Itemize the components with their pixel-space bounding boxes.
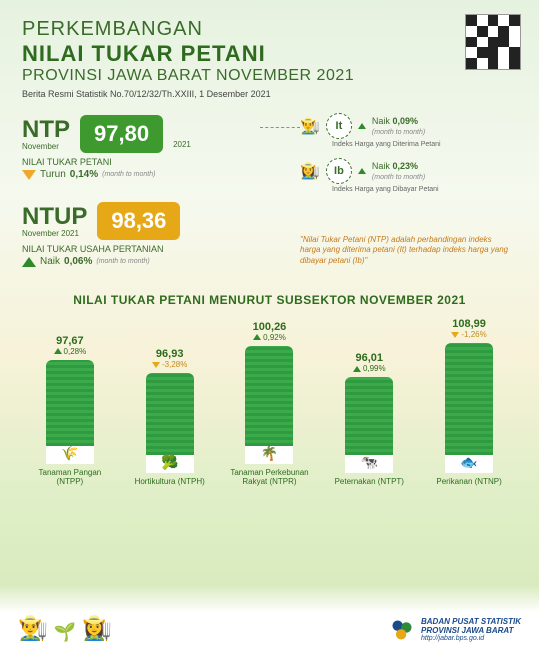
bar-value: 100,26 (253, 321, 287, 333)
it-change-label: Naik (372, 116, 390, 126)
bar-change: 0,92% (253, 333, 286, 342)
bar-value: 108,99 (452, 318, 486, 330)
ntup-value-badge: 98,36 (97, 202, 180, 240)
bar-item: 100,260,92% 🌴 Tanaman Perkebunan Rakyat (N… (229, 321, 309, 487)
title-line2: NILAI TUKAR PETANI (22, 41, 519, 67)
bar-label: Hortikultura (NTPH) (135, 477, 205, 487)
ib-change-label: Naik (372, 161, 390, 171)
definition-quote: "Nilai Tukar Petani (NTP) adalah perband… (300, 235, 510, 266)
it-symbol: It (326, 113, 352, 139)
ntup-change-value: 0,06% (64, 256, 92, 267)
subtitle: Berita Resmi Statistik No.70/12/32/Th.XX… (22, 89, 519, 99)
up-triangle-icon (358, 123, 366, 129)
ntp-year: 2021 (173, 140, 191, 153)
bar-change: -1,26% (451, 330, 486, 339)
bar-category-icon: 🐟 (460, 454, 477, 471)
farmer-icon: 👨‍🌾 (300, 116, 320, 136)
ntp-change-label: Turun (40, 169, 66, 180)
ntp-mtm: (month to month) (102, 171, 155, 178)
bar-rect: 🌾 (46, 360, 94, 464)
ntp-value-badge: 97,80 (80, 115, 163, 153)
bar-label: Tanaman Pangan (NTPP) (30, 468, 110, 487)
ib-mtm: (month to month) (372, 174, 425, 181)
ib-change-value: 0,23% (392, 161, 418, 171)
org-url: http://jabar.bps.go.id (421, 635, 521, 642)
ntup-sublabel: November 2021 (22, 229, 87, 238)
ntup-label: NTUP (22, 205, 87, 229)
ib-symbol: Ib (326, 158, 352, 184)
ntp-sublabel: November (22, 142, 70, 151)
subsector-bars: 97,670,28% 🌾 Tanaman Pangan (NTPP) 96,93-3,… (20, 317, 519, 487)
bar-label: Tanaman Perkebunan Rakyat (NTPR) (229, 468, 309, 487)
bar-item: 97,670,28% 🌾 Tanaman Pangan (NTPP) (30, 335, 110, 487)
up-triangle-icon (22, 257, 36, 267)
ntup-change-label: Naik (40, 256, 60, 267)
ib-desc: Indeks Harga yang Dibayar Petani (332, 186, 520, 193)
title-line3: PROVINSI JAWA BARAT NOVEMBER 2021 (22, 67, 519, 85)
bar-label: Perikanan (NTNP) (436, 477, 501, 487)
ntp-change-value: 0,14% (70, 169, 98, 180)
farmer-icon: 👩‍🌾 (300, 161, 320, 181)
bar-category-icon: 🌾 (61, 445, 78, 462)
ntup-mtm: (month to month) (96, 258, 149, 265)
down-triangle-icon (22, 170, 36, 180)
footer-illustration: 👨‍🌾 🌱 👩‍🌾 (18, 614, 112, 643)
bar-rect: 🌴 (245, 346, 293, 464)
bar-change: 0,28% (54, 347, 87, 356)
bar-value: 97,67 (56, 335, 84, 347)
bar-change: -3,28% (152, 360, 187, 369)
it-change-value: 0,09% (392, 116, 418, 126)
bar-value: 96,01 (356, 352, 384, 364)
bar-item: 96,93-3,28% 🥦 Hortikultura (NTPH) (130, 348, 210, 487)
bar-item: 96,010,99% 🐄 Peternakan (NTPT) (329, 352, 409, 487)
it-desc: Indeks Harga yang Diterima Petani (332, 141, 520, 148)
bar-value: 96,93 (156, 348, 184, 360)
bar-rect: 🐄 (345, 377, 393, 473)
seedling-icon: 🌱 (54, 622, 76, 643)
bar-item: 108,99-1,26% 🐟 Perikanan (NTNP) (429, 318, 509, 487)
bar-rect: 🐟 (445, 343, 493, 473)
it-mtm: (month to month) (372, 129, 425, 136)
bar-change: 0,99% (353, 364, 386, 373)
subsector-title: NILAI TUKAR PETANI MENURUT SUBSEKTOR NOV… (20, 293, 519, 307)
farmer-planting-icon: 👨‍🌾 (18, 614, 48, 643)
farmer-watering-icon: 👩‍🌾 (82, 614, 112, 643)
bps-logo-icon (389, 617, 415, 643)
title-line1: PERKEMBANGAN (22, 18, 519, 41)
bar-rect: 🥦 (146, 373, 194, 473)
up-triangle-icon (358, 168, 366, 174)
ntp-label: NTP (22, 118, 70, 142)
org-name-line2: PROVINSI JAWA BARAT (421, 627, 521, 636)
qr-code (465, 14, 521, 70)
bar-category-icon: 🐄 (361, 454, 378, 471)
bar-label: Peternakan (NTPT) (335, 477, 404, 487)
bar-category-icon: 🥦 (161, 454, 178, 471)
bar-category-icon: 🌴 (261, 445, 278, 462)
